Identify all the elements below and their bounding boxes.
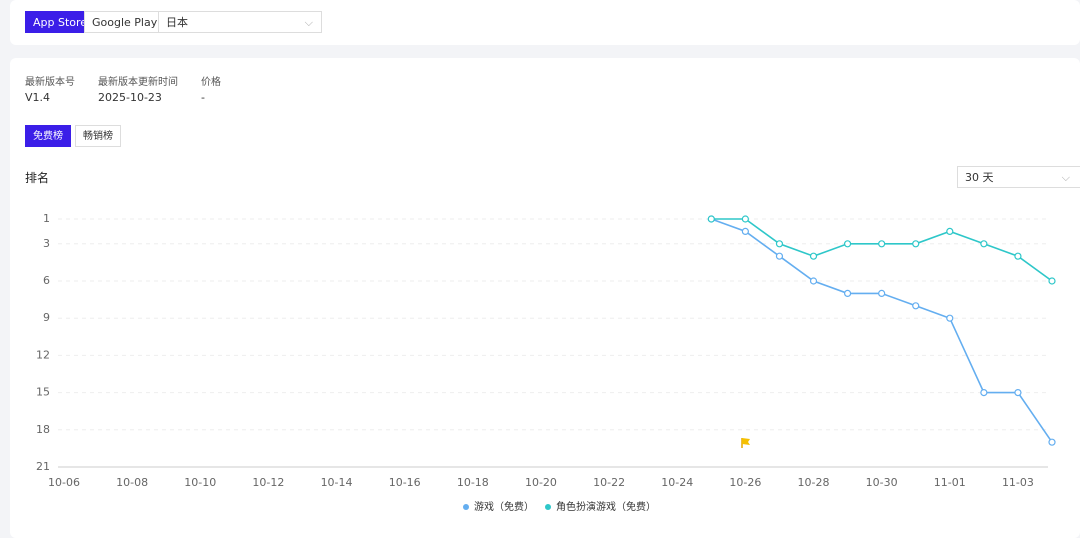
x-tick-label: 10-30 <box>866 476 898 489</box>
x-tick-label: 10-10 <box>184 476 216 489</box>
point <box>809 277 818 285</box>
point <box>1048 277 1056 285</box>
point <box>1014 389 1022 397</box>
section-title: 排名 <box>25 171 50 185</box>
point <box>843 289 852 297</box>
y-tick-label: 18 <box>36 423 50 436</box>
content <box>10 58 1080 538</box>
x-tick-label: 10-26 <box>729 476 761 489</box>
point <box>912 240 920 248</box>
legend-swatch <box>545 504 551 510</box>
info-label: 价格 <box>201 77 221 88</box>
point <box>878 240 886 248</box>
point <box>707 215 715 223</box>
point <box>946 314 954 322</box>
point <box>775 240 784 248</box>
x-tick-label: 10-12 <box>252 476 284 489</box>
y-tick-label: 21 <box>36 460 50 473</box>
info-label: 最新版本号 <box>25 77 75 88</box>
x-tick-label: 10-06 <box>48 476 80 489</box>
y-tick-label: 1 <box>43 212 50 225</box>
point <box>775 252 784 260</box>
page: App Store Google Play 日本 ⌵ 最新版本号 最新版本更新时间… <box>10 0 1080 538</box>
point <box>809 252 818 260</box>
x-tick-label: 11-01 <box>934 476 966 489</box>
point <box>843 240 852 248</box>
point <box>980 240 988 248</box>
region: 日本 <box>166 16 188 29</box>
point <box>980 389 988 397</box>
point <box>912 302 920 310</box>
y-tick-label: 9 <box>43 311 50 324</box>
x-tick-label: 10-14 <box>321 476 353 489</box>
region-select[interactable]: 日本 ⌵ <box>158 11 322 33</box>
info-value: 2025-10-23 <box>98 91 162 104</box>
range: 30 天 <box>965 171 994 184</box>
chart: 1 3 6 9 12 15 18 21 10-06 10-08 10-10 10-12 10-14 10-… <box>36 212 1056 513</box>
x-tick-label: 10-24 <box>661 476 693 489</box>
x-tick-label: 10-18 <box>457 476 489 489</box>
x-tick-label: 10-16 <box>389 476 421 489</box>
x-tick-label: 10-20 <box>525 476 557 489</box>
y-tick-label: 3 <box>43 237 50 250</box>
y-tick-label: 12 <box>36 348 50 361</box>
line <box>711 218 1053 443</box>
point <box>741 215 749 223</box>
event-flag <box>741 438 750 448</box>
rank-tab[interactable]: 免费榜 <box>25 125 71 147</box>
info-value: - <box>201 91 205 104</box>
line <box>711 218 1053 282</box>
x-tick-label: 11-03 <box>1002 476 1034 489</box>
point <box>946 227 954 235</box>
point <box>741 227 749 235</box>
x-tick-label: 10-08 <box>116 476 148 489</box>
x-tick-label: 10-22 <box>593 476 625 489</box>
rank-tab[interactable]: 畅销榜 <box>75 125 121 147</box>
range-select[interactable]: 30 天 ⌵ <box>957 166 1080 188</box>
point <box>1014 252 1022 260</box>
y-tick-label: 15 <box>36 386 50 399</box>
x-tick-label: 10-28 <box>798 476 830 489</box>
info-value: V1.4 <box>25 91 51 104</box>
legend-label: 角色扮演游戏（免费） <box>556 500 656 513</box>
y-tick-label: 6 <box>43 274 50 287</box>
legend-label: 游戏（免费） <box>474 500 534 513</box>
info-label: 最新版本更新时间 <box>98 77 178 88</box>
point <box>1048 438 1056 446</box>
point <box>878 289 886 297</box>
store-tab[interactable]: Google Play <box>84 11 166 33</box>
legend-swatch <box>463 504 469 510</box>
